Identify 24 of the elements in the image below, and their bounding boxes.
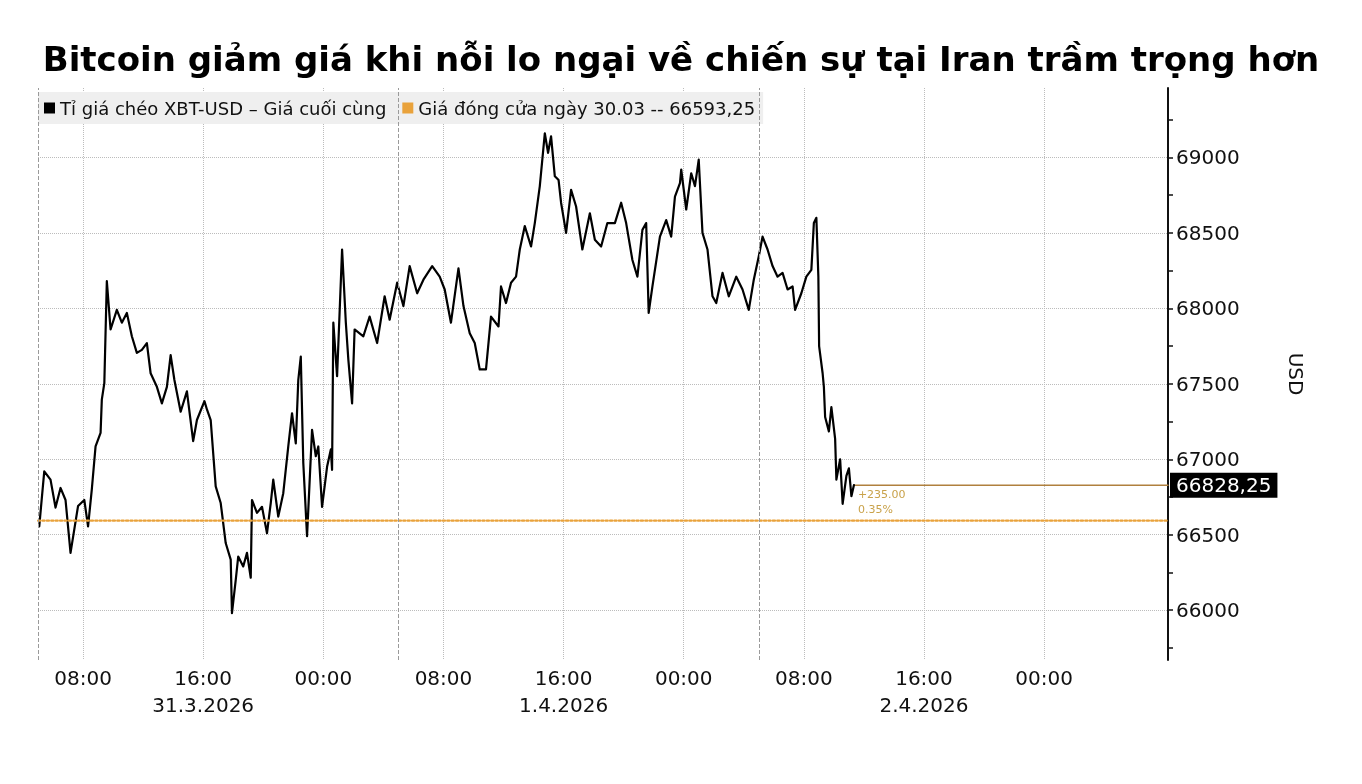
x-tick-label: 00:00 <box>1015 665 1073 690</box>
x-tick-label: 08:00 <box>414 665 473 690</box>
y-tick-label: 67500 <box>1176 371 1240 396</box>
annotation: 0.35% <box>857 503 893 517</box>
x-tick-label: 16:00 1.4.2026 <box>519 665 609 717</box>
x-tick-label: 00:00 <box>294 665 353 690</box>
line-series <box>38 132 855 615</box>
data-label: 66828,25 <box>1176 473 1272 498</box>
y-tick-label: 66000 <box>1176 598 1240 623</box>
legend-label: Tỉ giá chéo XBT-USD – Giá cuối cùng <box>59 97 387 119</box>
x-tick-label: 16:00 31.3.2026 <box>152 665 255 717</box>
y-tick-label: 69000 <box>1176 145 1240 170</box>
chart-title: Bitcoin giảm giá khi nỗi lo ngại về chiến sự tại Iran trầm trọng hơn <box>42 39 1320 79</box>
y-tick-label: 68500 <box>1176 220 1240 245</box>
y-tick-label: 66500 <box>1176 522 1240 547</box>
x-tick-label: 08:00 <box>775 665 833 690</box>
legend-label: Giá đóng cửa ngày 30.03 -- 66593,25 <box>418 97 756 119</box>
x-tick-label: 16:00 2.4.2026 <box>879 665 969 717</box>
y-tick-label: 67000 <box>1176 447 1240 472</box>
annotation: +235.00 <box>857 488 906 502</box>
x-tick-label: 08:00 <box>54 665 112 690</box>
y-axis-title: USD <box>1284 352 1308 396</box>
y-tick-label: 68000 <box>1176 296 1240 321</box>
x-tick-label: 00:00 <box>654 665 713 690</box>
